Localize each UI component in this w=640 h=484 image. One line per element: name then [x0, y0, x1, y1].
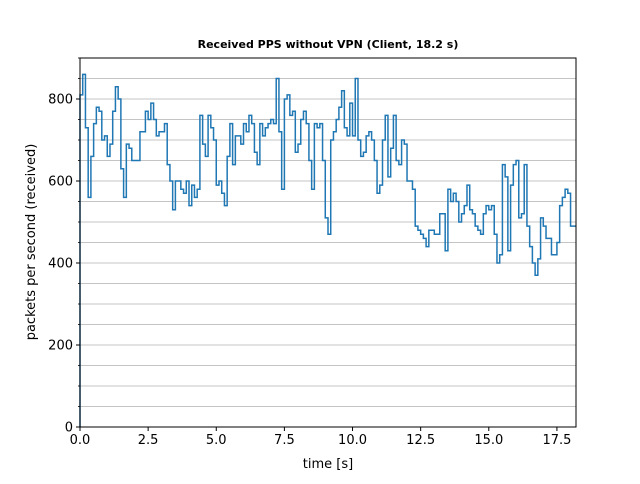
x-tick-label: 2.5	[138, 433, 159, 448]
x-tick-label: 7.5	[274, 433, 295, 448]
y-tick-label: 200	[48, 339, 73, 354]
x-axis-label: time [s]	[303, 457, 353, 472]
y-tick-label: 0	[65, 421, 73, 436]
y-tick-label: 800	[48, 93, 73, 108]
x-tick-label: 12.5	[406, 433, 435, 448]
y-tick-label: 600	[48, 175, 73, 190]
x-tick-label: 0.0	[70, 433, 91, 448]
x-tick-label: 17.5	[542, 433, 571, 448]
series-line	[79, 73, 576, 427]
x-tick-label: 5.0	[206, 433, 227, 448]
axes: 0.0 2.5 5.0 7.5 10.0 12.5 15.0 17.5 0 200 400 600 80…	[48, 57, 577, 448]
y-axis-label: packets per second (received)	[24, 144, 39, 341]
x-tick-label: 10.0	[338, 433, 367, 448]
x-tick-label: 15.0	[474, 433, 503, 448]
chart-title: Received PPS without VPN (Client, 18.2 s…	[198, 38, 459, 51]
series-layer	[79, 73, 576, 427]
y-tick-label: 400	[48, 257, 73, 272]
